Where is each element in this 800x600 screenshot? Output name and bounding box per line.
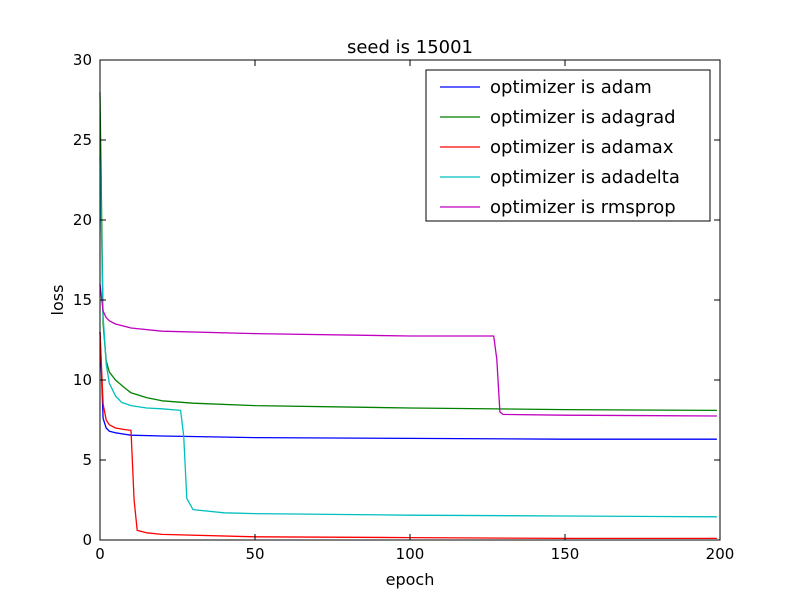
ticks-layer: 0 50 100 150 200 0 5 10 15 20 25 30	[73, 51, 734, 563]
x-axis-label: epoch	[386, 570, 435, 589]
y-tick-label: 25	[73, 131, 92, 149]
y-tick-label: 20	[73, 211, 92, 229]
series-line-optimizer-is-adamax	[99, 331, 717, 540]
legend-entry-label: optimizer is adam	[490, 77, 652, 98]
legend-entry-label: optimizer is adamax	[490, 137, 674, 158]
y-axis-label: loss	[48, 285, 67, 316]
y-tick-label: 0	[82, 531, 92, 549]
legend: optimizer is adam optimizer is adagrad opt…	[425, 69, 711, 222]
y-tick-label: 5	[82, 451, 92, 469]
x-tick-label: 200	[706, 545, 735, 563]
x-tick-label: 150	[551, 545, 580, 563]
x-tick-label: 0	[95, 545, 105, 563]
legend-entry-label: optimizer is rmsprop	[490, 197, 676, 218]
x-tick-label: 50	[245, 545, 264, 563]
series-line-optimizer-is-rmsprop	[99, 283, 717, 417]
y-tick-label: 10	[73, 371, 92, 389]
legend-entry-label: optimizer is adagrad	[490, 107, 676, 128]
y-tick-label: 30	[73, 51, 92, 69]
series-line-optimizer-is-adadelta	[99, 155, 717, 518]
x-tick-label: 100	[396, 545, 425, 563]
legend-entry-label: optimizer is adadelta	[490, 167, 680, 188]
legend-frame	[425, 69, 711, 222]
y-tick-label: 15	[73, 291, 92, 309]
series-layer	[99, 91, 717, 540]
chart-title: seed is 15001	[347, 37, 473, 58]
